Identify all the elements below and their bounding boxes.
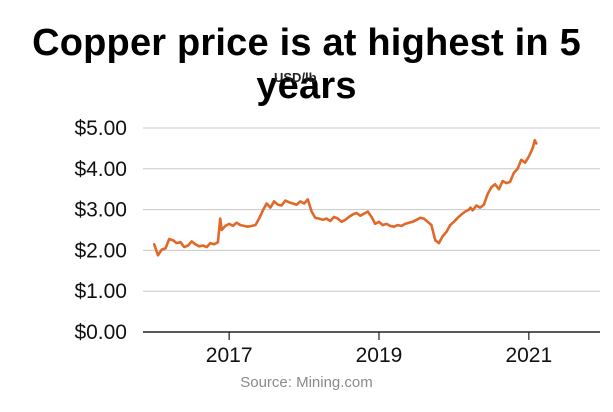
chart-source: Source: Mining.com <box>240 374 373 391</box>
x-axis-tick-labels: 2017 2019 2021 <box>206 332 552 367</box>
x-tick-label: 2017 <box>206 344 253 367</box>
gridlines <box>143 127 600 333</box>
y-tick-label: $2.00 <box>74 239 127 262</box>
y-tick-label: $4.00 <box>74 158 127 181</box>
chart-title: Copper price is at highest in 5 years <box>32 22 581 107</box>
copper-price-line <box>152 138 538 257</box>
y-tick-label: $1.00 <box>74 280 127 303</box>
y-tick-label: $0.00 <box>74 321 127 344</box>
chart-subtitle: USD/lb <box>274 70 317 85</box>
x-tick-label: 2021 <box>505 344 552 367</box>
y-tick-label: $3.00 <box>74 199 127 222</box>
series-layer <box>152 138 538 257</box>
x-tick-label: 2019 <box>356 344 403 367</box>
y-tick-label: $5.00 <box>74 117 127 140</box>
y-axis-tick-labels: $0.00 $1.00 $2.00 $3.00 $4.00 $5.00 <box>74 117 127 344</box>
